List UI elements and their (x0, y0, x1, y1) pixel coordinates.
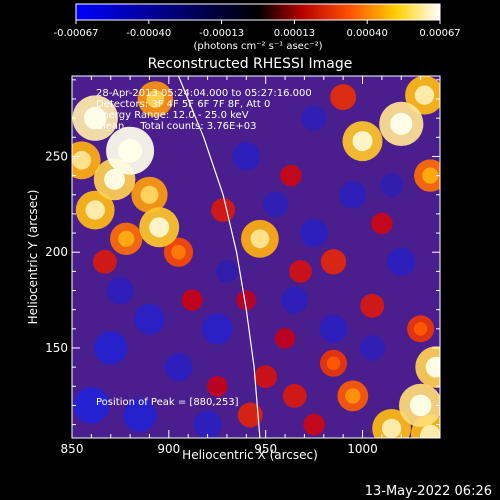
colorbar-ticks: -0.00067 -0.00040 -0.00013 0.00013 0.00040 0.… (54, 20, 461, 39)
x-axis-label: Heliocentric X (arcsec) (182, 448, 318, 462)
heatmap-blob (319, 314, 348, 343)
heatmap-blob (134, 303, 165, 335)
heatmap-blob (300, 219, 329, 248)
colorbar-tick-label: -0.00013 (199, 28, 244, 39)
heatmap-blob-core (326, 356, 341, 371)
heatmap-blob (123, 398, 157, 432)
heatmap-blob (237, 402, 263, 428)
heatmap-blob (330, 84, 357, 111)
footer-timestamp: 13-May-2022 06:26 (365, 484, 492, 499)
heatmap-blob-core (425, 356, 440, 378)
heatmap-blob (207, 376, 228, 397)
heatmap-blob-core (381, 418, 402, 438)
heatmap-blob-core (422, 167, 439, 184)
heatmap-blob-core (118, 138, 143, 163)
info-clean-counts: Clean Total counts: 3.76E+03 (96, 121, 257, 132)
heatmap-blob-core (140, 185, 159, 204)
heatmap-blob-core (414, 85, 435, 105)
peak-position-label: Position of Peak = [880,253] (96, 397, 239, 408)
heatmap-blob (387, 247, 416, 276)
heatmap-blob (339, 181, 367, 209)
heatmap-blob-core (104, 169, 125, 190)
y-tick-label: 200 (45, 245, 68, 259)
heatmap-blob-core (146, 90, 165, 108)
solar-limb-curve (177, 76, 261, 438)
heatmap-blob (301, 105, 327, 131)
heatmap-layer (72, 76, 440, 438)
info-detectors: Detectors: 3F 4F 5F 6F 7F 8F, Att 0 (96, 99, 271, 110)
heatmap-blob (164, 353, 193, 382)
heatmap-blob-core (250, 229, 270, 249)
heatmap-blob (193, 410, 222, 438)
heatmap-blob-core (352, 131, 373, 152)
heatmap-blob (320, 249, 347, 275)
colorbar-gradient (75, 3, 441, 21)
colorbar-tick-label: 0.00013 (274, 28, 315, 39)
heatmap-blob-core (85, 200, 105, 220)
heatmap-blob (281, 286, 309, 314)
heatmap-blob (379, 173, 404, 198)
heatmap-blob-core (72, 150, 92, 170)
heatmap-blob-core (413, 322, 428, 336)
x-tick-label: 850 (61, 442, 84, 456)
colorbar-tick-label: -0.00040 (126, 28, 171, 39)
heatmap-blob-core (118, 230, 135, 247)
heatmap-blob-core (390, 112, 413, 135)
heatmap-blob-core (149, 217, 170, 238)
heatmap-blob (359, 335, 385, 361)
colorbar: -0.00067 -0.00040 -0.00013 0.00013 0.00040 0.… (54, 3, 461, 52)
heatmap-blob (106, 277, 134, 304)
heatmap-blob-core (420, 424, 440, 438)
x-tick-label: 950 (254, 442, 277, 456)
heatmap-blob (254, 365, 278, 389)
heatmap-blob (215, 260, 239, 283)
colorbar-tick-label: 0.00067 (419, 28, 460, 39)
heatmap-blob-core (171, 244, 186, 260)
colorbar-tick-label: -0.00067 (54, 28, 99, 39)
colorbar-units: (photons cm⁻² s⁻¹ asec⁻²) (193, 41, 322, 52)
heatmap-blob (282, 384, 307, 408)
y-tick-label: 250 (45, 149, 68, 163)
info-energy-range: Energy Range: 12.0 - 25.0 keV (96, 110, 249, 121)
heatmap-blob-core (409, 394, 432, 417)
axis-ticks: 850 900 950 1000 150 200 250 (45, 76, 441, 456)
plot-frame (71, 75, 441, 439)
heatmap-blob-core (83, 106, 107, 130)
heatmap-blob (371, 212, 393, 235)
heatmap-blob (211, 198, 236, 223)
heatmap-blob (181, 289, 203, 311)
heatmap-blob (94, 331, 128, 365)
heatmap-blob (236, 290, 257, 311)
x-tick-label: 1000 (347, 442, 378, 456)
plot-area: 850 900 950 1000 150 200 250 (45, 75, 441, 456)
y-tick-label: 150 (45, 341, 68, 355)
heatmap-blob (289, 260, 312, 283)
heatmap-blob-core (345, 388, 361, 404)
x-tick-label: 900 (157, 442, 180, 456)
heatmap-blob (201, 313, 233, 345)
heatmap-blob (73, 387, 110, 424)
heatmap-blob (303, 413, 325, 436)
colorbar-tick-label: 0.00040 (347, 28, 388, 39)
plot-title: Reconstructed RHESSI Image (148, 56, 353, 72)
y-axis-label: Heliocentric Y (arcsec) (26, 190, 40, 325)
heatmap-blob (93, 249, 117, 274)
heatmap-blob (360, 293, 385, 318)
heatmap-blob (280, 164, 302, 187)
heatmap-blob (274, 328, 296, 349)
heatmap-blob (262, 191, 289, 217)
heatmap-blob (232, 142, 261, 171)
info-time-range: 28-Apr-2013 05:24:04.000 to 05:27:16.000 (96, 88, 312, 99)
